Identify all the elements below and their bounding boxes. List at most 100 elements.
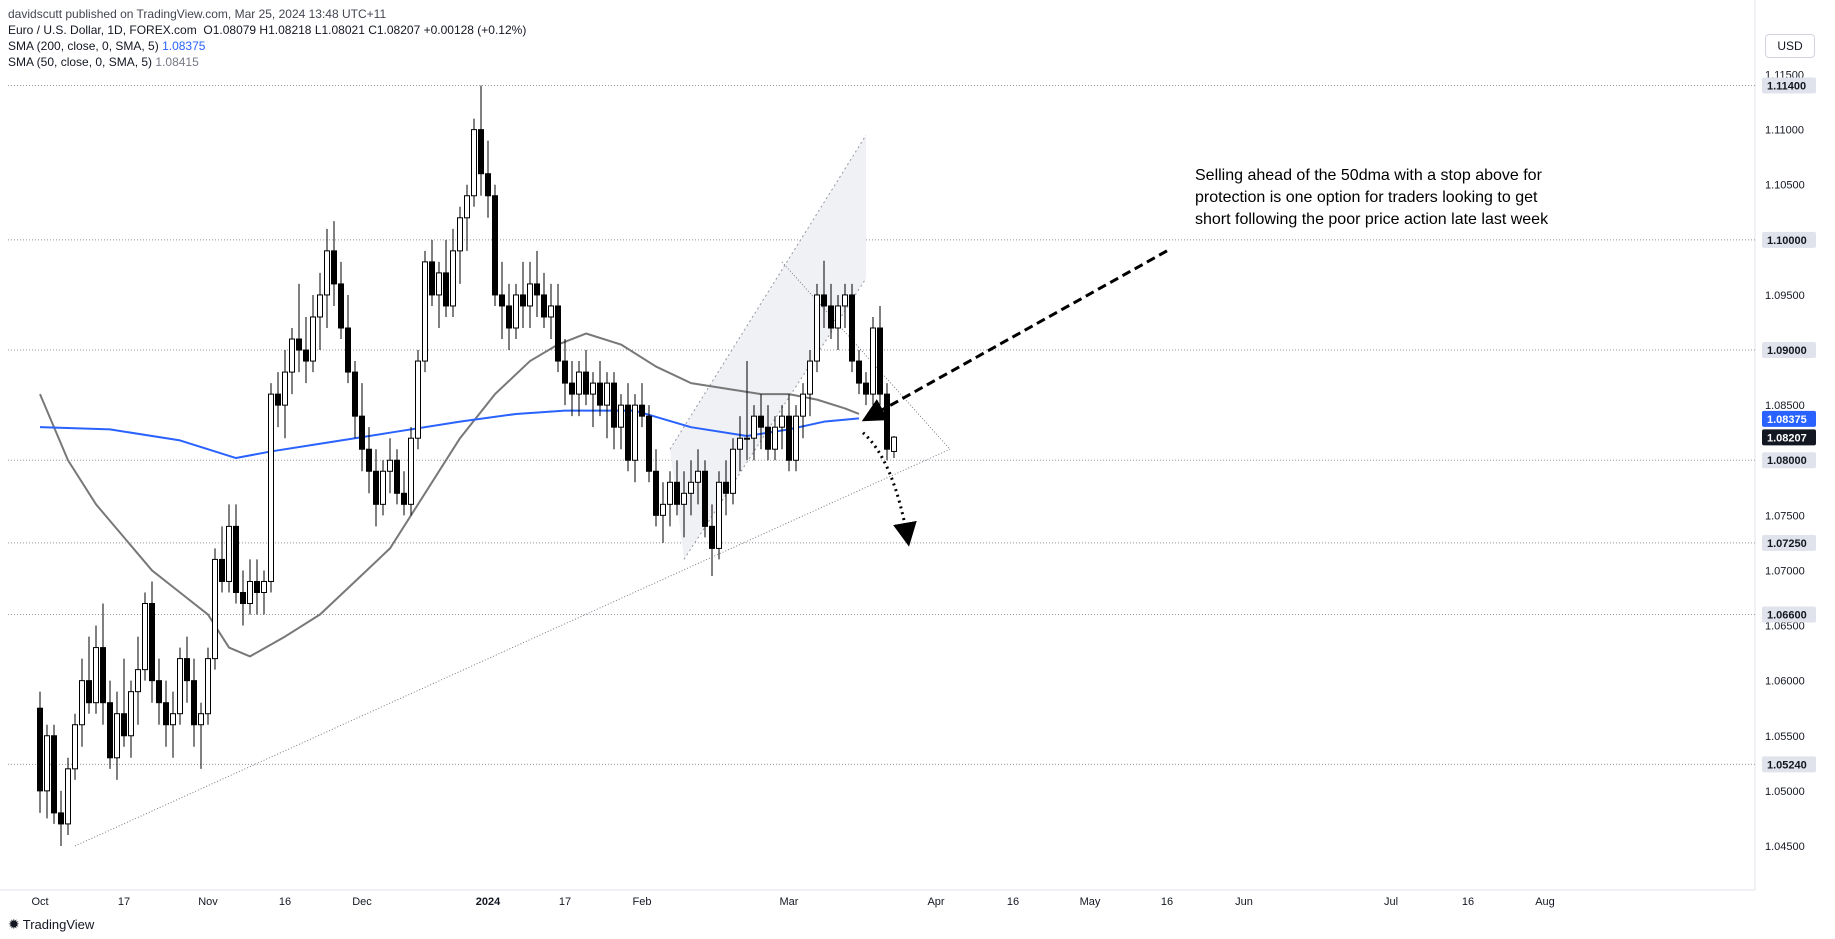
- candle-body: [422, 261, 428, 362]
- candle-body: [282, 371, 288, 406]
- candle-body: [611, 382, 617, 428]
- candle-body: [891, 436, 897, 452]
- price-tick-label: 1.07000: [1765, 565, 1805, 577]
- candle-body: [541, 294, 547, 318]
- time-tick-label: 16: [279, 896, 291, 908]
- candle-body: [751, 415, 757, 439]
- candle-body: [198, 713, 204, 726]
- candle-body: [128, 691, 134, 737]
- time-tick-label: Jun: [1235, 896, 1253, 908]
- tradingview-brand: ✹ TradingView: [8, 916, 94, 933]
- candle-body: [93, 647, 99, 704]
- candle-body: [408, 437, 414, 505]
- candle-body: [464, 195, 470, 219]
- price-tick-label: 1.07500: [1765, 510, 1805, 522]
- candle-body: [730, 448, 736, 494]
- level-price-tag: [1762, 231, 1816, 248]
- price-tick-label: 1.09500: [1765, 290, 1805, 302]
- time-tick-label: Feb: [633, 896, 652, 908]
- level-price-tag: [1762, 452, 1816, 469]
- price-tick-label: 1.08500: [1765, 400, 1805, 412]
- tradingview-logo-icon: ✹: [8, 916, 20, 932]
- candle-body: [254, 580, 260, 593]
- level-price-label: 1.08000: [1767, 455, 1807, 467]
- candle-body: [121, 713, 127, 737]
- candle-body: [429, 261, 435, 296]
- candle-body: [639, 404, 645, 417]
- candle-body: [492, 195, 498, 296]
- sma50-value: 1.08415: [155, 55, 199, 69]
- candle-body: [688, 481, 694, 494]
- candle-body: [772, 426, 778, 450]
- candle-body: [604, 382, 610, 406]
- time-tick-label: Oct: [31, 896, 48, 908]
- candle-body: [499, 294, 505, 307]
- candle-body: [660, 503, 666, 516]
- sma200-label[interactable]: SMA (200, close, 0, SMA, 5): [8, 39, 159, 53]
- publisher-line: davidscutt published on TradingView.com,…: [8, 7, 387, 21]
- candle-body: [513, 294, 519, 329]
- candle-body: [135, 669, 141, 693]
- time-tick-label: 17: [118, 896, 130, 908]
- candle-body: [303, 349, 309, 362]
- candle-body: [149, 603, 155, 682]
- candle-body: [268, 393, 274, 582]
- candle-body: [744, 437, 750, 440]
- candle-body: [779, 415, 785, 428]
- sma50-line: [39, 332, 860, 658]
- level-price-tag: [1762, 342, 1816, 359]
- parallel-channel: [670, 135, 866, 560]
- candle-body: [506, 305, 512, 329]
- candle-body: [667, 481, 673, 505]
- time-tick-label: 16: [1161, 896, 1173, 908]
- level-price-label: 1.06600: [1767, 610, 1807, 622]
- candle-body: [289, 338, 295, 373]
- candle-body: [807, 360, 813, 395]
- level-price-label: 1.11400: [1767, 81, 1806, 93]
- candle-body: [58, 812, 64, 825]
- candle-body: [79, 680, 85, 726]
- currency-button[interactable]: USD: [1765, 34, 1815, 58]
- candle-body: [142, 603, 148, 671]
- candle-body: [842, 294, 848, 307]
- candle-body: [856, 360, 862, 384]
- time-tick-label: May: [1080, 896, 1101, 908]
- annotation-text-line: protection is one option for traders loo…: [1195, 189, 1538, 206]
- annotation-text-line: short following the poor price action la…: [1195, 211, 1549, 228]
- level-price-label: 1.09000: [1767, 345, 1807, 357]
- candle-body: [450, 250, 456, 307]
- symbol-title[interactable]: Euro / U.S. Dollar, 1D, FOREX.com: [8, 23, 197, 37]
- price-tick-label: 1.06000: [1765, 676, 1805, 688]
- channel-boundary: [683, 278, 867, 560]
- level-price-tag: [1762, 606, 1816, 623]
- chart-legend: davidscutt published on TradingView.com,…: [8, 6, 526, 70]
- sma200-value: 1.08375: [162, 39, 206, 53]
- level-price-label: 1.05240: [1767, 759, 1807, 771]
- candle-body: [261, 580, 267, 593]
- candle-body: [695, 470, 701, 483]
- candle-body: [352, 371, 358, 417]
- candle-body: [597, 382, 603, 406]
- candle-body: [520, 294, 526, 307]
- price-tick-label: 1.10500: [1765, 180, 1805, 192]
- candle-body: [338, 283, 344, 329]
- candle-body: [436, 272, 442, 296]
- candle-body: [723, 481, 729, 494]
- candle-body: [184, 658, 190, 682]
- candle-body: [275, 393, 281, 406]
- candle-body: [170, 713, 176, 726]
- candle-body: [821, 294, 827, 307]
- candle-body: [226, 525, 232, 582]
- candle-body: [394, 459, 400, 494]
- ohlc-readout: O1.08079 H1.08218 L1.08021 C1.08207 +0.0…: [203, 23, 527, 37]
- candle-body: [37, 707, 43, 792]
- candle-body: [716, 481, 722, 549]
- sma50-label[interactable]: SMA (50, close, 0, SMA, 5): [8, 55, 153, 69]
- candle-body: [296, 338, 302, 351]
- candle-body: [800, 393, 806, 417]
- candle-body: [835, 305, 841, 329]
- candle-body: [65, 768, 71, 825]
- candle-body: [765, 426, 771, 450]
- candle-body: [877, 327, 883, 395]
